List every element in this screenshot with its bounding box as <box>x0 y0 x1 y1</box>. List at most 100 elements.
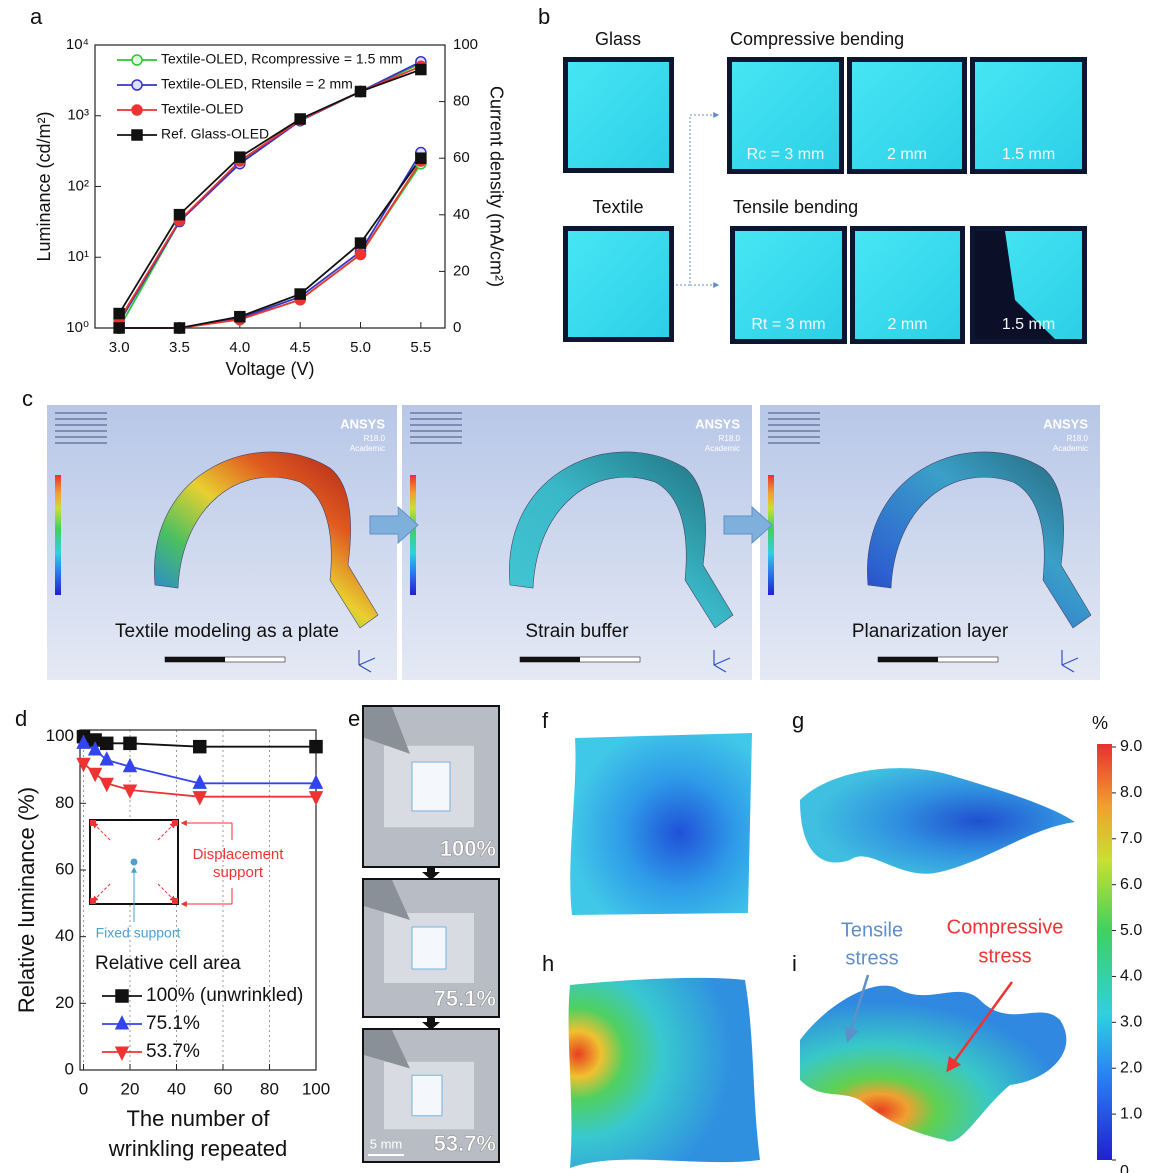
x-tick-label: 20 <box>121 1079 140 1098</box>
brand-version: R18.0 <box>1067 434 1089 443</box>
brand: ANSYS <box>1043 416 1088 431</box>
colorbar-tick-label: 6.0 <box>1120 876 1142 893</box>
y-axis-label: Luminance (cd/m²) <box>34 111 54 261</box>
x-tick-label: 4.0 <box>229 339 250 356</box>
stress-label: stress <box>845 947 898 969</box>
x-tick-label: 5.5 <box>410 339 431 356</box>
colorbar-tick-label: 9.0 <box>1120 738 1142 755</box>
legend-label: Textile-OLED <box>161 101 243 117</box>
y-tick-label: 0 <box>65 1059 74 1078</box>
y-tick-label: 80 <box>55 793 74 812</box>
support-point <box>90 820 96 826</box>
image-label: Rt = 3 mm <box>751 316 825 333</box>
strain-map <box>570 733 752 915</box>
y-tick-label: 10² <box>67 177 89 194</box>
colorbar-tick-label: 4.0 <box>1120 968 1142 985</box>
legend-label: Ref. Glass-OLED <box>161 126 269 142</box>
caption: Strain buffer <box>525 621 629 642</box>
support-point <box>172 898 178 904</box>
legend-label: Textile-OLED, Rtensile = 2 mm <box>161 76 353 92</box>
image-title: Compressive bending <box>730 29 904 49</box>
marker <box>416 153 426 163</box>
marker <box>194 741 206 753</box>
panel-label: f <box>542 708 549 733</box>
legend-title: Relative cell area <box>95 953 241 974</box>
image-title: Textile <box>592 197 643 217</box>
marker <box>89 769 101 781</box>
marker <box>235 152 245 162</box>
caption: Textile modeling as a plate <box>115 621 339 642</box>
x-tick-label: 40 <box>167 1079 186 1098</box>
x-axis-label: The number of <box>126 1106 270 1131</box>
marker <box>295 289 305 299</box>
y2-tick-label: 0 <box>453 319 461 336</box>
marker <box>356 238 366 248</box>
stress-label: Compressive <box>947 916 1064 938</box>
y-axis-label: Relative luminance (%) <box>14 787 39 1013</box>
marker <box>416 65 426 75</box>
brand-edition: Academic <box>1053 444 1088 453</box>
device <box>412 927 446 969</box>
brand: ANSYS <box>340 416 385 431</box>
x-tick-label: 60 <box>214 1079 233 1098</box>
series-line <box>119 158 421 328</box>
marker <box>101 753 113 765</box>
colorbar-tick-label: 5.0 <box>1120 922 1142 939</box>
x-axis-label: wrinkling repeated <box>108 1136 288 1161</box>
colorbar-tick-label: 2.0 <box>1120 1059 1142 1076</box>
panel-label: d <box>15 706 27 731</box>
y2-tick-label: 80 <box>453 93 470 110</box>
emission-image <box>568 231 669 337</box>
photo-label: 75.1% <box>434 986 496 1011</box>
y2-tick-label: 100 <box>453 36 478 53</box>
panel-label: b <box>538 4 550 29</box>
colorbar-tick-label: 1.0 <box>1120 1105 1142 1122</box>
marker <box>174 210 184 220</box>
brand-edition: Academic <box>350 444 385 453</box>
colorbar-tick-label: 8.0 <box>1120 784 1142 801</box>
image-label: 2 mm <box>887 146 927 163</box>
x-tick-label: 5.0 <box>350 339 371 356</box>
marker <box>194 792 206 804</box>
fixed-point <box>131 859 138 866</box>
scale-bar-fill <box>878 657 938 662</box>
y-tick-label: 60 <box>55 859 74 878</box>
panel-label: c <box>22 386 33 411</box>
legend-label: Textile-OLED, Rcompressive = 1.5 mm <box>161 51 403 67</box>
legend-marker <box>116 990 128 1002</box>
legend-colorbar <box>410 475 416 595</box>
y-tick-label: 10⁰ <box>66 319 89 336</box>
marker <box>310 792 322 804</box>
legend-colorbar <box>55 475 61 595</box>
strain-map <box>800 986 1066 1142</box>
stress-label: stress <box>978 945 1031 967</box>
brand-version: R18.0 <box>364 434 386 443</box>
support-point <box>90 898 96 904</box>
y2-axis-label: Current density (mA/cm²) <box>486 86 506 287</box>
panel-label: i <box>792 951 797 976</box>
colorbar <box>1097 744 1112 1160</box>
annotation: support <box>213 864 264 881</box>
y-tick-label: 40 <box>55 926 74 945</box>
marker <box>295 114 305 124</box>
photo-label: 100% <box>440 836 496 861</box>
legend-marker <box>132 55 142 65</box>
x-axis-label: Voltage (V) <box>225 359 314 379</box>
legend-marker <box>132 105 142 115</box>
legend-marker <box>116 1017 128 1029</box>
panel-label: a <box>30 4 43 29</box>
x-tick-label: 100 <box>302 1079 330 1098</box>
x-tick-label: 4.5 <box>290 339 311 356</box>
annotation: Fixed support <box>96 925 181 941</box>
marker <box>235 312 245 322</box>
image-label: 2 mm <box>888 316 928 333</box>
y2-tick-label: 40 <box>453 206 470 223</box>
x-tick-label: 3.5 <box>169 339 190 356</box>
marker <box>174 323 184 333</box>
panel-label: h <box>542 951 554 976</box>
marker <box>114 323 124 333</box>
x-tick-label: 0 <box>79 1079 88 1098</box>
y-tick-label: 20 <box>55 993 74 1012</box>
panel-label: e <box>348 706 360 731</box>
device <box>412 762 450 811</box>
